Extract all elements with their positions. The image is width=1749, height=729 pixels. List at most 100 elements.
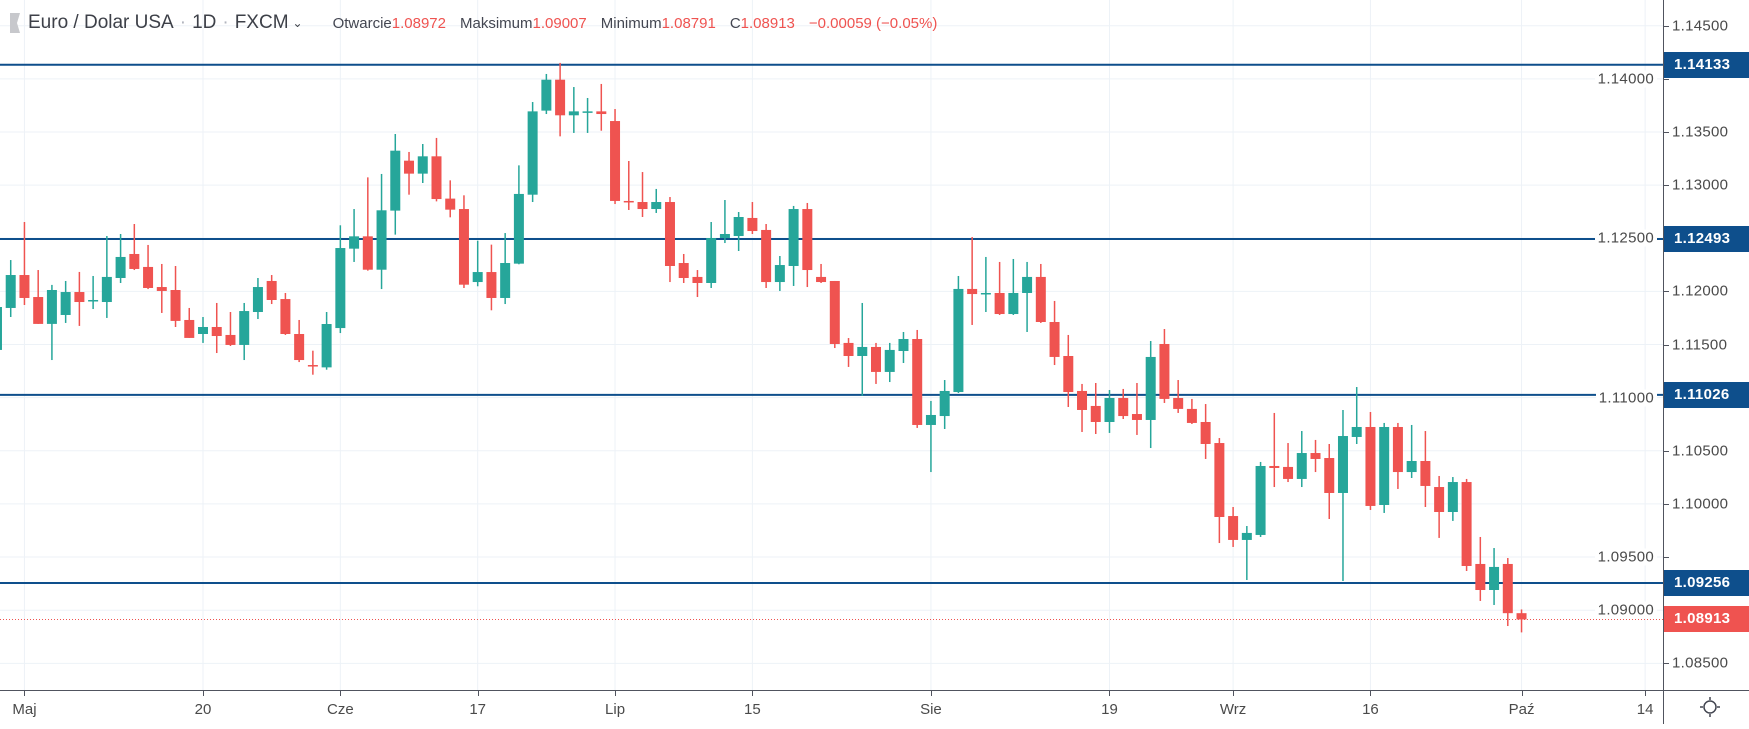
- candle-up[interactable]: [1008, 258, 1019, 315]
- candle-up[interactable]: [1104, 390, 1115, 433]
- candle-down[interactable]: [994, 261, 1005, 315]
- candle-up[interactable]: [568, 87, 579, 133]
- candle-down[interactable]: [871, 342, 882, 384]
- candle-up[interactable]: [1489, 548, 1500, 605]
- candle-down[interactable]: [1502, 558, 1513, 627]
- candle-down[interactable]: [1090, 382, 1101, 434]
- candle-down[interactable]: [1131, 382, 1142, 435]
- candle-up[interactable]: [321, 312, 332, 370]
- candle-down[interactable]: [431, 137, 442, 202]
- candle-down[interactable]: [1324, 443, 1335, 520]
- candle-up[interactable]: [101, 236, 112, 318]
- candle-up[interactable]: [1022, 261, 1033, 332]
- candle-up[interactable]: [857, 302, 868, 396]
- chevron-down-icon[interactable]: ⌄: [292, 16, 303, 30]
- candle-down[interactable]: [678, 253, 689, 283]
- candle-down[interactable]: [19, 221, 30, 305]
- candle-up[interactable]: [5, 260, 16, 317]
- price-axis[interactable]: 1.14500 1.13500 1.13000 1.12000 1.11500 1.105…: [1663, 0, 1749, 690]
- candle-up[interactable]: [513, 165, 524, 265]
- candle-up[interactable]: [884, 342, 895, 383]
- candle-down[interactable]: [1461, 478, 1472, 571]
- candle-up[interactable]: [88, 275, 99, 310]
- candle-down[interactable]: [1392, 422, 1403, 489]
- candle-down[interactable]: [1283, 443, 1294, 483]
- candle-down[interactable]: [1420, 431, 1431, 508]
- candle-down[interactable]: [129, 224, 140, 271]
- candle-down[interactable]: [1200, 404, 1211, 459]
- candle-up[interactable]: [500, 233, 511, 305]
- candle-up[interactable]: [1337, 409, 1348, 581]
- candle-down[interactable]: [967, 236, 978, 325]
- candle-up[interactable]: [939, 380, 950, 430]
- candle-up[interactable]: [733, 212, 744, 252]
- candle-up[interactable]: [197, 316, 208, 343]
- candle-down[interactable]: [1186, 398, 1197, 425]
- candle-up[interactable]: [1241, 526, 1252, 581]
- candle-up[interactable]: [0, 300, 2, 350]
- candle-up[interactable]: [390, 134, 401, 235]
- candle-up[interactable]: [898, 331, 909, 364]
- candle-up[interactable]: [582, 97, 593, 133]
- candle-down[interactable]: [33, 270, 44, 324]
- candle-down[interactable]: [362, 177, 373, 271]
- candle-up[interactable]: [788, 205, 799, 286]
- time-axis[interactable]: Maj 20 Cze 17 Lip 15 Sie 19 Wrz 16 Paź 14: [0, 690, 1663, 724]
- candle-down[interactable]: [1035, 263, 1046, 323]
- candle-up[interactable]: [1296, 431, 1307, 488]
- candle-up[interactable]: [60, 280, 71, 323]
- candle-down[interactable]: [1214, 438, 1225, 544]
- candle-up[interactable]: [376, 173, 387, 290]
- candle-up[interactable]: [925, 400, 936, 473]
- candle-down[interactable]: [1173, 380, 1184, 413]
- candle-up[interactable]: [335, 225, 346, 334]
- candle-down[interactable]: [170, 265, 181, 327]
- candle-up[interactable]: [472, 240, 483, 287]
- candle-down[interactable]: [1063, 334, 1074, 408]
- candle-up[interactable]: [1406, 424, 1417, 478]
- candle-down[interactable]: [1269, 412, 1280, 488]
- candle-down[interactable]: [623, 160, 634, 210]
- candle-down[interactable]: [486, 244, 497, 311]
- candle-down[interactable]: [637, 172, 648, 217]
- candle-down[interactable]: [596, 83, 607, 131]
- collapse-legend-icon[interactable]: [10, 13, 20, 33]
- candle-down[interactable]: [266, 275, 277, 305]
- candle-down[interactable]: [802, 202, 813, 288]
- candle-down[interactable]: [1475, 536, 1486, 601]
- candle-down[interactable]: [294, 319, 305, 363]
- candle-down[interactable]: [1434, 475, 1445, 538]
- candle-down[interactable]: [761, 224, 772, 288]
- candle-up[interactable]: [1447, 477, 1458, 521]
- candle-down[interactable]: [555, 62, 566, 137]
- candle-down[interactable]: [211, 302, 222, 354]
- candle-up[interactable]: [953, 275, 964, 393]
- candle-up[interactable]: [1145, 341, 1156, 449]
- candle-down[interactable]: [747, 202, 758, 235]
- candle-down[interactable]: [912, 329, 923, 428]
- candle-down[interactable]: [829, 280, 840, 349]
- candle-down[interactable]: [1310, 439, 1321, 473]
- candle-down[interactable]: [445, 180, 456, 218]
- candle-up[interactable]: [239, 302, 250, 361]
- candle-down[interactable]: [664, 197, 675, 283]
- candle-up[interactable]: [774, 256, 785, 291]
- interval[interactable]: 1D: [192, 12, 217, 33]
- candle-down[interactable]: [610, 109, 621, 205]
- chart-settings-button[interactable]: [1663, 690, 1749, 724]
- candle-down[interactable]: [74, 271, 85, 326]
- candle-down[interactable]: [816, 263, 827, 283]
- candle-up[interactable]: [46, 284, 57, 361]
- candle-up[interactable]: [115, 234, 126, 283]
- candle-down[interactable]: [156, 263, 167, 313]
- candle-down[interactable]: [1049, 300, 1060, 366]
- candle-down[interactable]: [1365, 412, 1376, 510]
- candle-up[interactable]: [349, 209, 360, 262]
- candle-down[interactable]: [1159, 329, 1170, 403]
- candle-up[interactable]: [1351, 387, 1362, 444]
- candle-down[interactable]: [225, 312, 236, 347]
- candle-down[interactable]: [1228, 507, 1239, 547]
- candle-down[interactable]: [143, 244, 154, 290]
- candle-down[interactable]: [184, 307, 195, 338]
- candle-up[interactable]: [980, 256, 991, 313]
